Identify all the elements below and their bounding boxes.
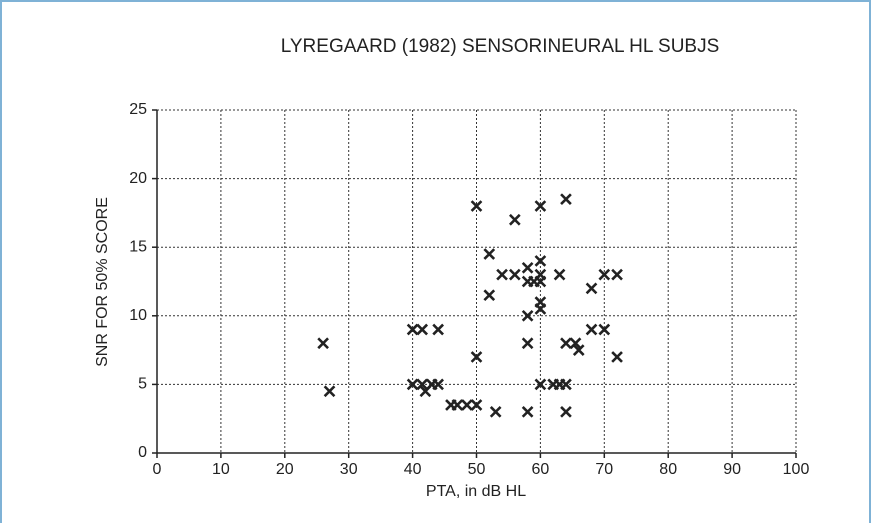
point <box>585 323 598 336</box>
x-tick-label: 30 <box>340 461 358 478</box>
x-tick-label: 0 <box>153 461 162 478</box>
y-tick-label: 10 <box>129 307 147 324</box>
point <box>461 399 473 411</box>
point <box>560 337 572 350</box>
point <box>611 268 623 281</box>
point <box>521 261 534 274</box>
y-tick-label: 20 <box>129 170 147 187</box>
point <box>598 268 611 281</box>
y-tick-label: 25 <box>129 101 147 118</box>
point <box>323 385 336 398</box>
point <box>496 268 508 281</box>
point <box>470 351 483 363</box>
point <box>560 378 572 391</box>
point <box>406 323 419 336</box>
point <box>416 378 429 391</box>
point <box>509 268 521 281</box>
x-tick-label: 20 <box>276 461 294 478</box>
point <box>317 337 329 350</box>
y-axis-label: SNR FOR 50% SCORE <box>94 197 111 367</box>
point <box>553 268 566 281</box>
point <box>598 323 611 336</box>
point <box>451 399 464 411</box>
point <box>521 406 534 418</box>
point <box>470 399 483 411</box>
point <box>560 406 572 418</box>
point <box>521 337 534 350</box>
x-tick-label: 10 <box>212 461 230 478</box>
point <box>585 282 598 295</box>
point <box>432 378 444 391</box>
y-tick-label: 15 <box>129 238 147 255</box>
point <box>534 255 547 267</box>
point <box>534 303 547 315</box>
x-tick-label: 60 <box>532 461 550 478</box>
point <box>432 323 444 336</box>
y-tick-label: 5 <box>138 376 147 393</box>
point <box>572 344 585 356</box>
point <box>483 289 496 302</box>
point <box>560 193 572 206</box>
x-tick-label: 80 <box>659 461 677 478</box>
point <box>406 378 419 391</box>
x-axis-label: PTA, in dB HL <box>426 483 526 500</box>
x-tick-label: 90 <box>723 461 741 478</box>
y-tick-label: 0 <box>138 444 147 461</box>
point <box>483 248 496 260</box>
point <box>534 275 547 288</box>
point <box>569 337 582 350</box>
x-tick-label: 40 <box>404 461 422 478</box>
point <box>416 323 429 336</box>
point <box>521 309 534 322</box>
point <box>534 200 547 212</box>
point <box>489 406 502 418</box>
point <box>470 200 483 212</box>
point <box>509 213 521 226</box>
point <box>611 351 623 363</box>
chart-title: LYREGAARD (1982) SENSORINEURAL HL SUBJS <box>281 36 720 57</box>
x-tick-label: 50 <box>468 461 486 478</box>
point <box>534 378 547 391</box>
x-tick-label: 100 <box>783 461 810 478</box>
x-tick-label: 70 <box>595 461 613 478</box>
